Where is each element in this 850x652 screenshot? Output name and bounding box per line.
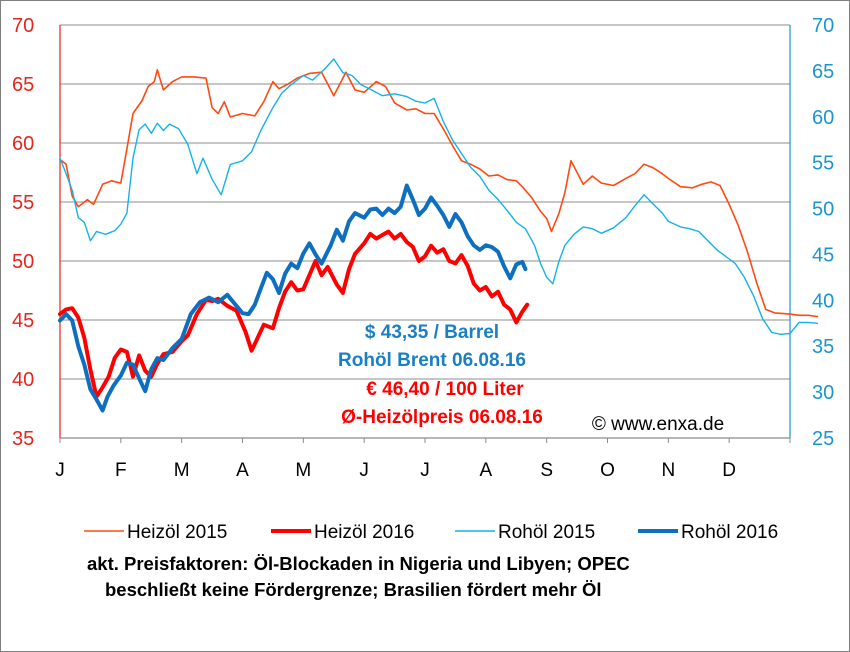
left-y-tick-label: 35 [12,428,34,450]
left-y-tick-label: 55 [12,192,34,214]
right-y-tick-label: 40 [812,290,834,312]
left-y-tick-label: 40 [12,369,34,391]
right-y-tick-label: 70 [812,15,834,37]
right-y-tick-label: 55 [812,153,834,175]
x-tick-label: J [420,460,430,481]
right-y-tick-label: 65 [812,61,834,83]
right-y-tick-label: 50 [812,199,834,221]
x-tick-label: A [236,460,249,481]
series-line-heizoel-2015 [59,69,819,318]
credit-text: © www.enxa.de [592,414,724,435]
x-tick-label: D [722,460,736,481]
left-y-tick-label: 60 [12,133,34,155]
right-y-axis-ticks: 25 30 35 40 45 50 55 60 65 70 [812,15,834,450]
x-tick-label: F [115,460,127,481]
legend: Heizöl 2015 Heizöl 2016 Rohöl 2015 Rohöl… [84,522,778,543]
footnote-line-2: beschließt keine Fördergrenze; Brasilien… [105,579,602,600]
x-tick-label: S [540,460,553,481]
right-y-tick-label: 30 [812,382,834,404]
right-y-tick-label: 60 [812,107,834,129]
brent-price-annotation: $ 43,35 / Barrel [365,322,499,343]
x-tick-label: O [600,460,615,481]
left-y-tick-label: 50 [12,251,34,273]
x-tick-label: N [661,460,675,481]
legend-label-heizoel-2016: Heizöl 2016 [314,522,414,543]
left-y-axis-ticks: 35 40 45 50 55 60 65 70 [12,15,34,450]
x-tick-label: M [295,460,311,481]
x-tick-label: J [359,460,369,481]
legend-label-rohoel-2015: Rohöl 2015 [498,522,595,543]
series-line-heizoel-2016 [58,229,530,399]
right-y-tick-label: 25 [812,428,834,450]
right-y-tick-label: 35 [812,336,834,358]
right-y-tick-label: 45 [812,244,834,266]
series-line-rohoel-2016 [58,183,528,413]
legend-label-rohoel-2016: Rohöl 2016 [681,522,778,543]
series-line-rohoel-2015 [59,58,819,335]
left-y-tick-label: 65 [12,74,34,96]
heizoel-date-annotation: Ø-Heizölpreis 06.08.16 [341,407,543,428]
brent-date-annotation: Rohöl Brent 06.08.16 [338,350,526,371]
footnote-line-1: akt. Preisfaktoren: Öl-Blockaden in Nige… [87,553,630,574]
heizoel-price-annotation: € 46,40 / 100 Liter [366,379,524,400]
x-tick-label: A [479,460,492,481]
x-tick-label: M [174,460,190,481]
series-lines [58,58,819,413]
left-y-tick-label: 70 [12,15,34,37]
x-tick-label: J [55,460,65,481]
legend-label-heizoel-2015: Heizöl 2015 [127,522,227,543]
left-y-tick-label: 45 [12,310,34,332]
gridlines [60,24,790,380]
axes [59,25,791,443]
